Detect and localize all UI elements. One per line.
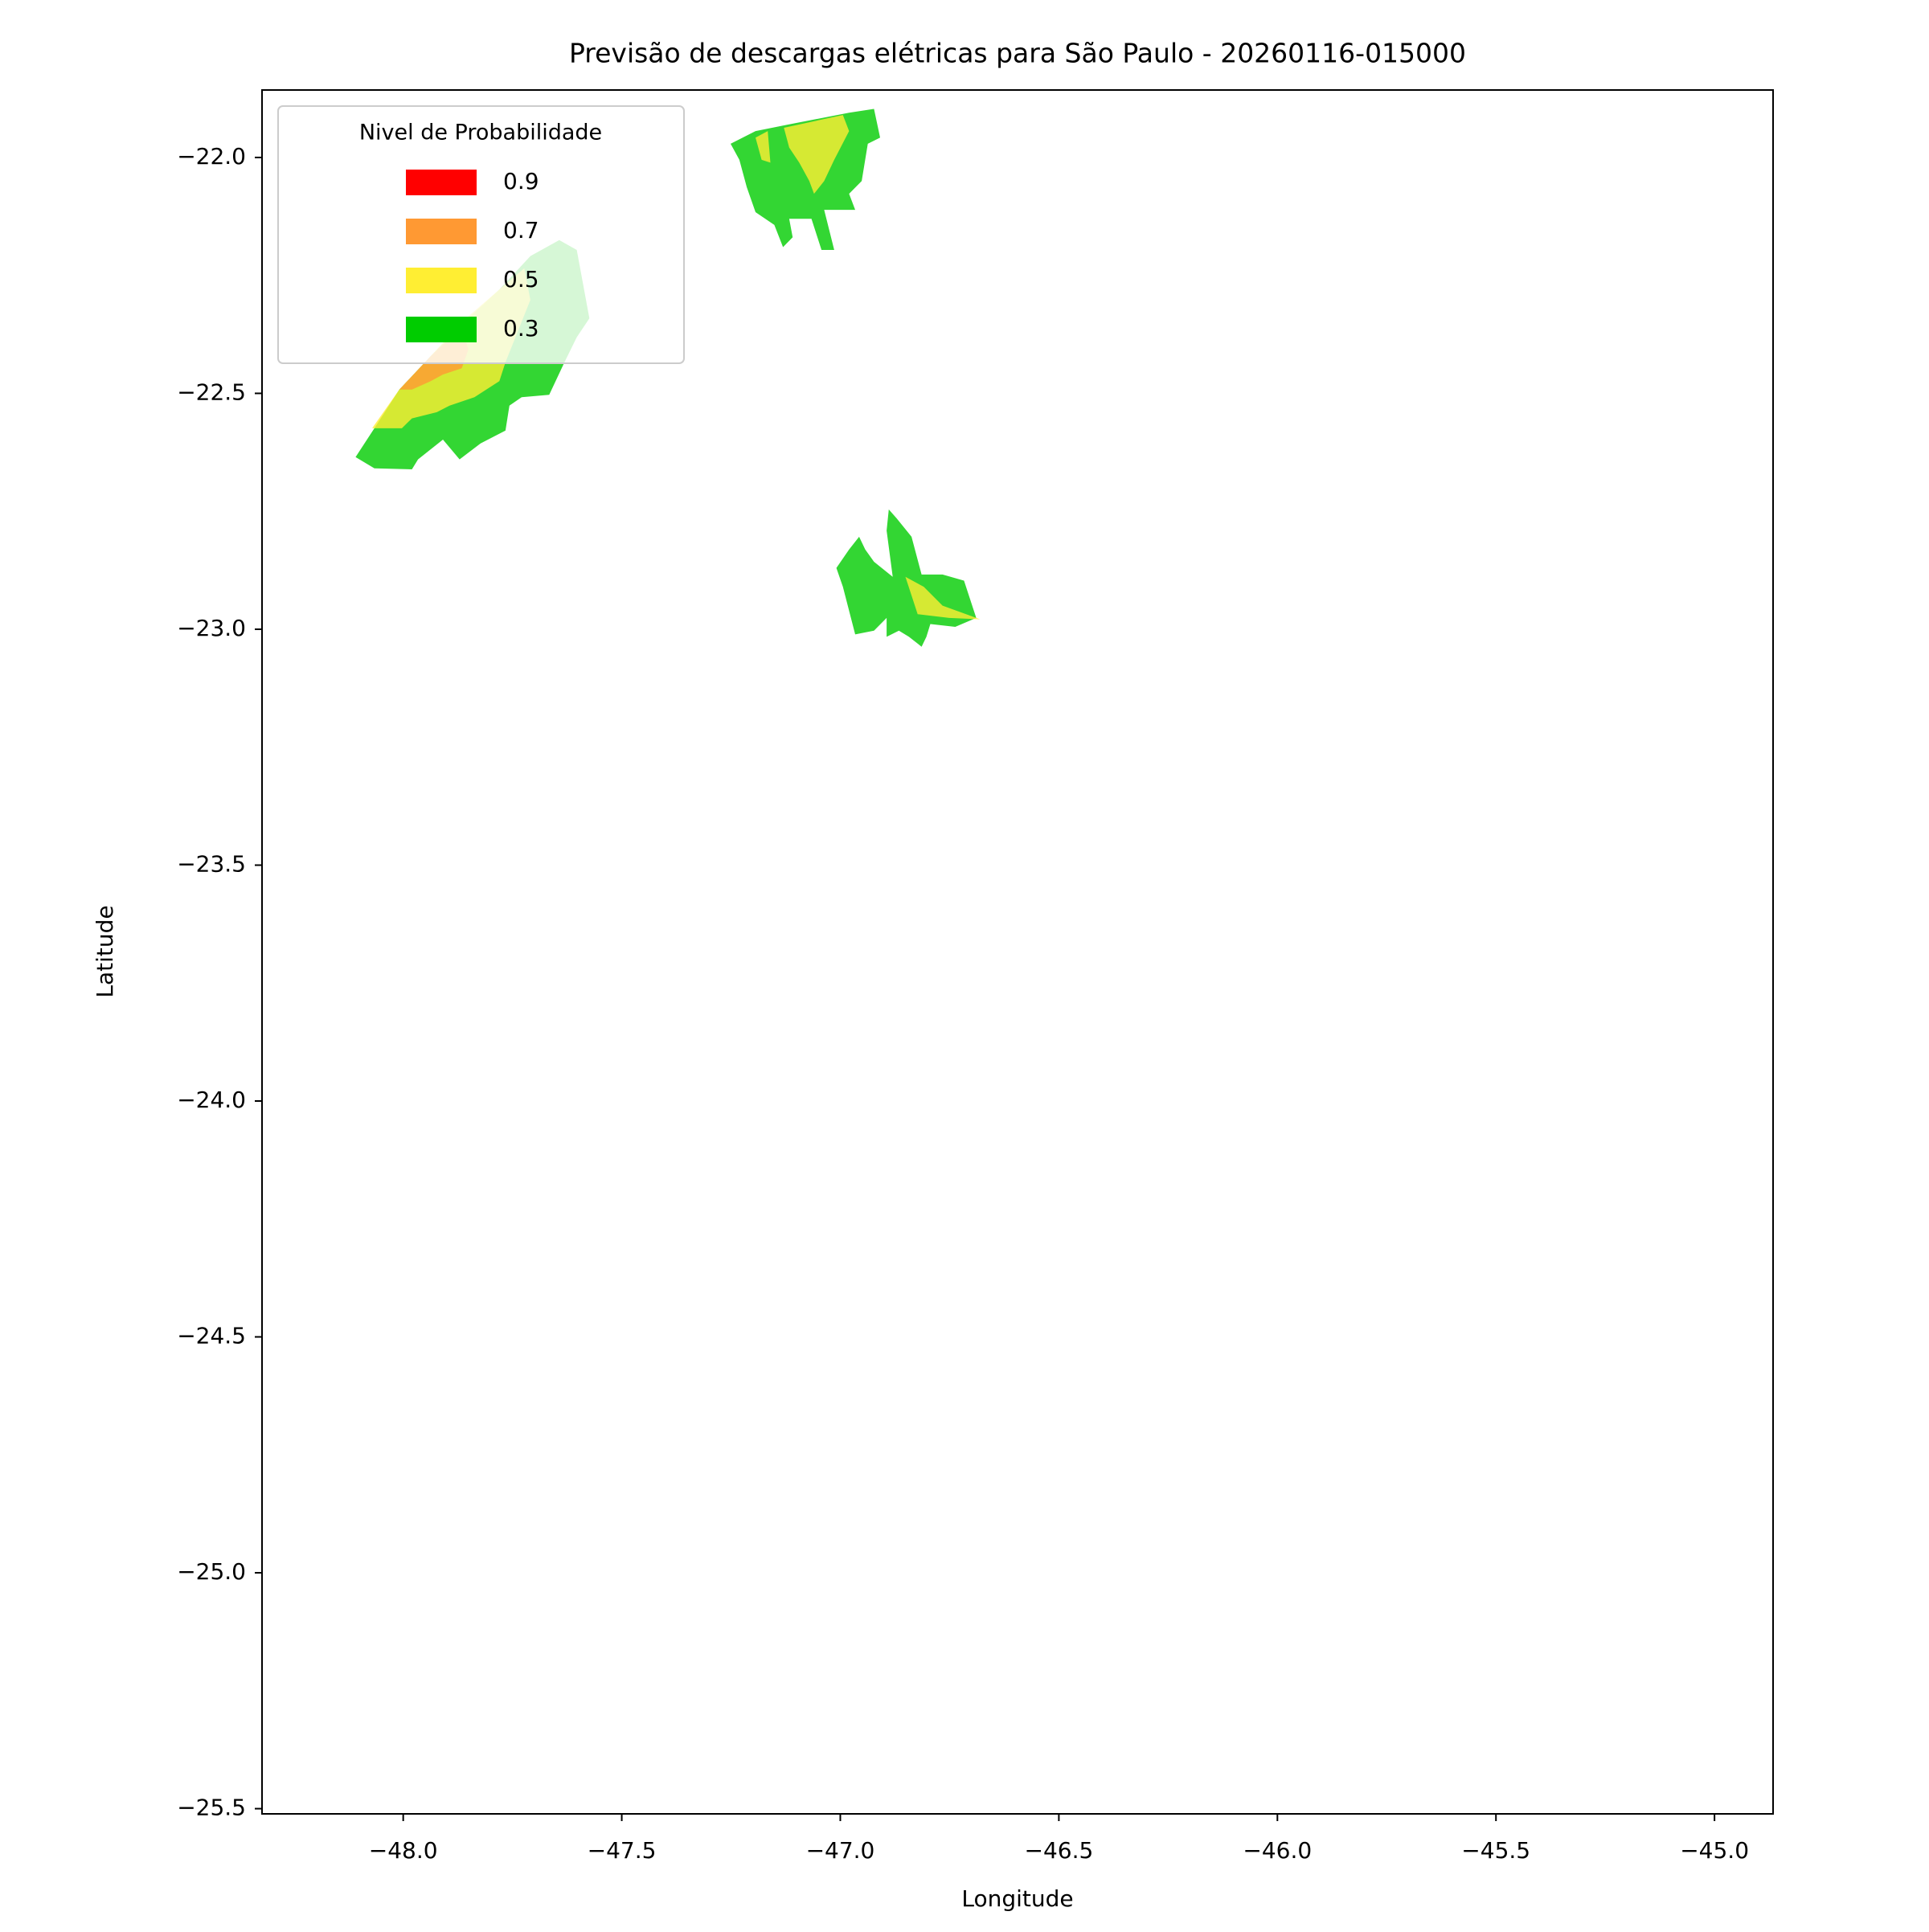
x-tick-label: −47.0 — [806, 1837, 875, 1864]
y-tick-label: −22.5 — [177, 379, 246, 405]
legend-box — [277, 105, 685, 364]
x-tick-label: −45.5 — [1461, 1837, 1530, 1864]
y-tick-label: −25.5 — [177, 1795, 246, 1821]
legend-label: 0.5 — [503, 266, 539, 293]
y-tick-label: −24.5 — [177, 1323, 246, 1349]
y-axis-label: Latitude — [92, 905, 118, 997]
y-tick-label: −24.0 — [177, 1087, 246, 1113]
legend-swatch — [406, 317, 477, 342]
y-tick-label: −23.0 — [177, 615, 246, 641]
y-tick-label: −22.0 — [177, 143, 246, 170]
y-tick-label: −23.5 — [177, 850, 246, 877]
legend-swatch — [406, 268, 477, 293]
legend-swatch — [406, 219, 477, 244]
x-tick-label: −47.5 — [588, 1837, 657, 1864]
contour-region — [784, 115, 850, 194]
x-tick-label: −45.0 — [1680, 1837, 1749, 1864]
y-tick-label: −25.0 — [177, 1558, 246, 1585]
axes-frame — [261, 89, 1774, 1815]
chart-title: Previsão de descargas elétricas para São… — [569, 38, 1466, 69]
contour-region — [905, 576, 981, 620]
legend-swatch — [406, 170, 477, 195]
x-axis-label: Longitude — [961, 1885, 1073, 1912]
contour-region — [756, 131, 771, 163]
x-tick-label: −48.0 — [369, 1837, 438, 1864]
legend-label: 0.3 — [503, 315, 539, 342]
x-tick-label: −46.5 — [1024, 1837, 1093, 1864]
x-tick-label: −46.0 — [1243, 1837, 1312, 1864]
legend-label: 0.9 — [503, 168, 539, 194]
legend-label: 0.7 — [503, 217, 539, 244]
legend-title: Nivel de Probabilidade — [359, 121, 602, 145]
legend: Nivel de Probabilidade 0.9 0.7 0.5 0.3 — [277, 105, 685, 364]
